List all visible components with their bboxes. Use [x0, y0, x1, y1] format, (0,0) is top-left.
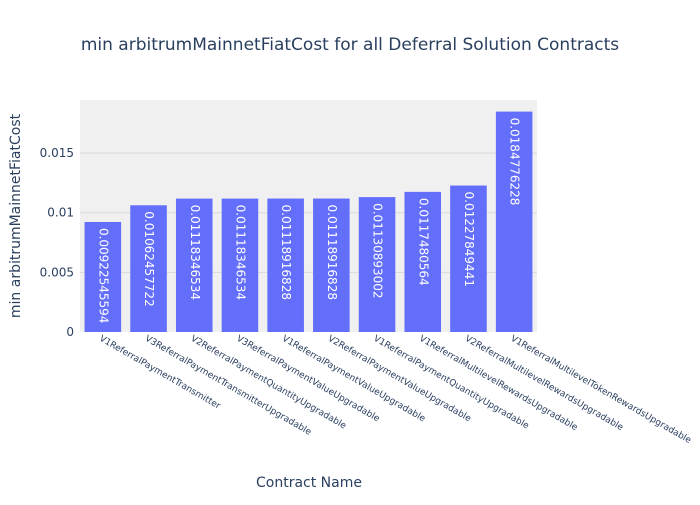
bar	[221, 198, 259, 332]
y-tick-label: 0	[66, 325, 74, 339]
x-axis-ticks: V1ReferralPaymentTransmitterV3ReferralPa…	[97, 334, 693, 446]
y-axis-ticks: 0 0.005 0.01 0.015	[40, 146, 74, 339]
y-tick-label: 0.015	[40, 146, 74, 160]
y-tick-label: 0.005	[40, 265, 74, 279]
bar	[84, 221, 122, 332]
bar-value-label: 0.01118346534	[233, 205, 247, 300]
x-tick-label: V1ReferralMultilevelTokenRewardsUpgradab…	[509, 334, 693, 446]
bar-value-label: 0.0117480564	[416, 198, 430, 286]
bar	[313, 198, 350, 332]
bar	[450, 185, 487, 332]
bar-value-label: 0.00922545594	[96, 228, 110, 323]
chart-title: min arbitrumMainnetFiatCost for all Defe…	[81, 35, 619, 55]
y-axis-title: min arbitrumMainnetFiatCost	[8, 113, 24, 318]
bar-value-label: 0.01130893002	[371, 203, 385, 298]
x-axis-title: Contract Name	[256, 475, 362, 491]
x-tick-label: V3ReferralPaymentTransmitterUpgradable	[143, 334, 313, 438]
bar-value-label: 0.01118916828	[279, 205, 293, 300]
bar-value-label: 0.0184776228	[508, 118, 522, 206]
bar	[495, 111, 533, 332]
bar-value-label: 0.01118916828	[325, 205, 339, 300]
bar-value-label: 0.01118346534	[188, 205, 202, 300]
bars: 0.00922545594 0.01062457722 0.01118346534 0…	[84, 111, 533, 332]
bar-value-label: 0.01227849441	[462, 192, 476, 287]
bar	[175, 198, 213, 332]
bar	[404, 191, 442, 332]
y-tick-label: 0.01	[47, 206, 74, 220]
bar	[267, 198, 304, 332]
bar	[358, 197, 396, 332]
bar-value-label: 0.01062457722	[142, 211, 156, 306]
bar	[130, 205, 167, 332]
